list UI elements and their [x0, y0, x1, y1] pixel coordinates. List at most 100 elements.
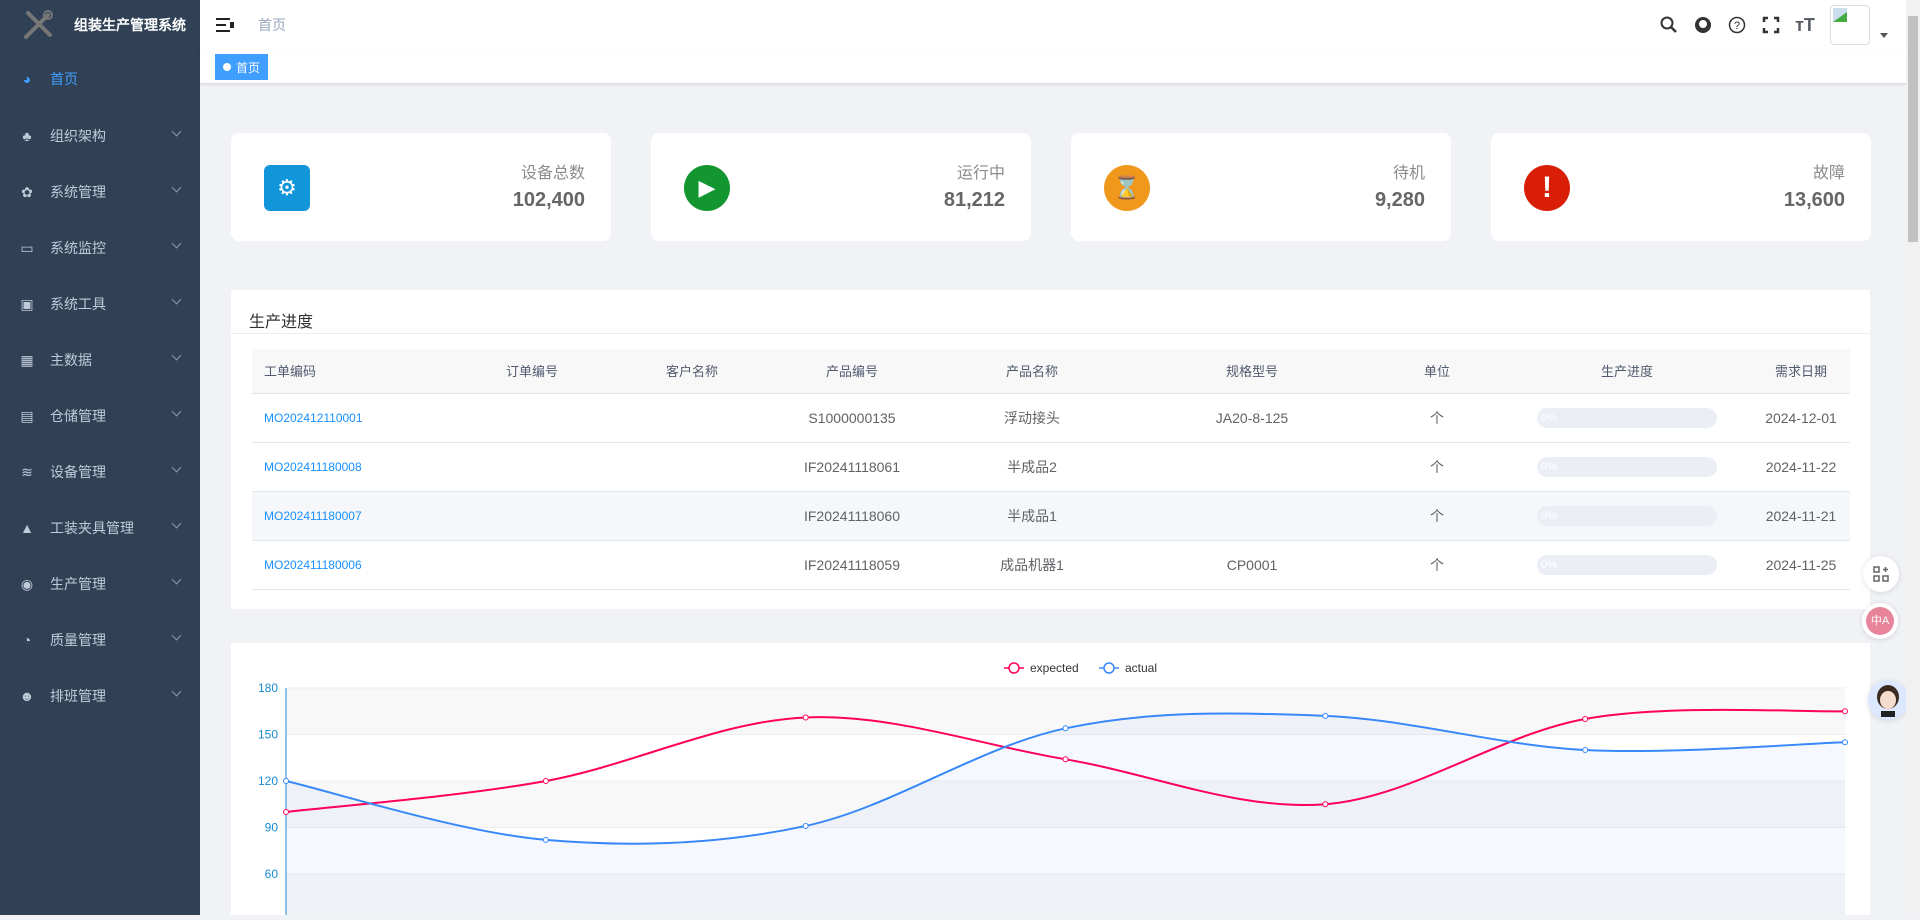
- cell-mo[interactable]: MO202411180008: [252, 442, 452, 492]
- tree-icon: ♣: [22, 128, 32, 144]
- table-row[interactable]: MO202411180008 IF20241118061 半成品2 个 0% 2024-1…: [252, 442, 1850, 492]
- cell-order: [452, 540, 612, 590]
- app-title: 组装生产管理系统: [74, 17, 186, 33]
- stat-label: 运行中: [956, 165, 1005, 182]
- table-row[interactable]: MO202411180007 IF20241118060 半成品1 个 0% 2024-1…: [252, 491, 1850, 541]
- panel-title: 生产进度: [231, 290, 1870, 334]
- sidebar-item-3[interactable]: ▭ 系统监控: [0, 220, 200, 276]
- data-point-actual: [802, 822, 809, 829]
- stat-value: 13,600: [1783, 189, 1845, 211]
- chevron-down-icon: [171, 686, 182, 697]
- caret-down-icon[interactable]: [1880, 32, 1888, 38]
- sidebar-item-7[interactable]: ≋ 设备管理: [0, 444, 200, 500]
- cell-product-code: S1000000135: [772, 393, 932, 443]
- cell-mo[interactable]: MO202411180006: [252, 540, 452, 590]
- search-icon[interactable]: [1652, 16, 1686, 34]
- cell-progress: 0%: [1502, 393, 1752, 443]
- cell-progress: 0%: [1502, 442, 1752, 492]
- sidebar-item-label: 系统监控: [50, 240, 106, 256]
- cell-product-name: 浮动接头: [932, 393, 1132, 443]
- cell-mo[interactable]: MO202411180007: [252, 491, 452, 541]
- tag-home[interactable]: 首页: [215, 54, 269, 80]
- cell-mo[interactable]: MO202412110001: [252, 393, 452, 443]
- column-header: 产品名称: [932, 349, 1132, 394]
- cell-unit: 个: [1372, 442, 1502, 492]
- chevron-down-icon: [171, 182, 182, 193]
- column-header: 单位: [1372, 349, 1502, 394]
- assistant-avatar[interactable]: [1868, 680, 1908, 720]
- y-tick-label: 90: [265, 821, 279, 835]
- exclamation-icon: !: [1524, 165, 1570, 211]
- legend-marker: [1103, 662, 1115, 674]
- toolbox-icon: ▣: [20, 295, 34, 312]
- cell-date: 2024-12-01: [1752, 393, 1850, 443]
- sidebar-item-4[interactable]: ▣ 系统工具: [0, 276, 200, 332]
- chevron-down-icon: [171, 350, 182, 361]
- cell-product-code: IF20241118061: [772, 442, 932, 492]
- sidebar-item-label: 组织架构: [50, 128, 106, 144]
- sidebar-item-9[interactable]: ◉ 生产管理: [0, 556, 200, 612]
- sidebar-item-label: 系统工具: [50, 296, 106, 312]
- sidebar-item-label: 首页: [50, 71, 78, 87]
- sidebar: 组装生产管理系统 ◕ 首页 ♣ 组织架构 ✿ 系统管理 ▭ 系统监控 ▣ 系统工具 ▦ 主数据 ▤ 仓储管…: [0, 0, 200, 915]
- breadcrumb[interactable]: 首页: [258, 17, 286, 33]
- legend-label: actual: [1125, 661, 1157, 675]
- apps-float-button[interactable]: [1863, 556, 1899, 592]
- play-icon: ▶: [684, 165, 730, 211]
- y-tick-label: 180: [258, 681, 278, 695]
- sidebar-item-label: 主数据: [50, 352, 92, 368]
- sidebar-item-0[interactable]: ◕ 首页: [0, 50, 200, 108]
- split-area: [286, 827, 1845, 874]
- y-tick-label: 150: [258, 728, 278, 742]
- user-avatar[interactable]: [1830, 5, 1870, 45]
- sidebar-item-1[interactable]: ♣ 组织架构: [0, 108, 200, 164]
- logo[interactable]: 组装生产管理系统: [0, 0, 200, 50]
- stat-label: 设备总数: [520, 165, 585, 182]
- lock-icon: ▲: [20, 520, 34, 536]
- gear-icon: ⚙: [264, 165, 310, 211]
- question-icon[interactable]: ?: [1720, 16, 1754, 34]
- stat-value: 9,280: [1374, 189, 1425, 211]
- progress-bar: 0%: [1537, 505, 1717, 526]
- table-row[interactable]: MO202412110001 S1000000135 浮动接头 JA20-8-125 个…: [252, 393, 1850, 443]
- data-point-actual: [1062, 725, 1069, 732]
- chevron-down-icon: [171, 126, 182, 137]
- sidebar-item-label: 质量管理: [50, 632, 106, 648]
- cell-order: [452, 442, 612, 492]
- cell-customer: [612, 442, 772, 492]
- table-row[interactable]: MO202411180006 IF20241118059 成品机器1 CP0001 个 0…: [252, 540, 1850, 590]
- tag-label: 首页: [236, 60, 261, 75]
- sidebar-item-10[interactable]: ◔ 质量管理: [0, 612, 200, 668]
- page-scrollbar[interactable]: [1906, 0, 1920, 915]
- cell-product-code: IF20241118059: [772, 540, 932, 590]
- cell-date: 2024-11-21: [1752, 491, 1850, 541]
- translate-float-button[interactable]: 中A: [1862, 603, 1898, 639]
- cell-product-name: 半成品2: [932, 442, 1132, 492]
- column-header: 产品编号: [772, 349, 932, 394]
- cell-spec: [1132, 442, 1372, 492]
- sidebar-item-11[interactable]: ☻ 排班管理: [0, 668, 200, 724]
- split-area: [286, 781, 1845, 828]
- github-icon[interactable]: [1686, 16, 1720, 34]
- column-header: 规格型号: [1132, 349, 1372, 394]
- people-icon: ☻: [19, 688, 35, 704]
- sidebar-item-2[interactable]: ✿ 系统管理: [0, 164, 200, 220]
- sidebar-item-8[interactable]: ▲ 工装夹具管理: [0, 500, 200, 556]
- chevron-down-icon: [171, 630, 182, 641]
- chevron-down-icon: [171, 574, 182, 585]
- hamburger-toggle[interactable]: [216, 18, 234, 32]
- progress-table: 工单编码 订单编号 客户名称 产品编号 产品名称 规格型号 单位 生产进度 需求日期 MO202…: [252, 349, 1850, 590]
- data-point-expected: [542, 778, 549, 784]
- dashboard-icon: ◕: [22, 71, 32, 87]
- chevron-down-icon: [171, 462, 182, 473]
- gear-icon: ✿: [21, 183, 33, 200]
- quality-icon: ◔: [22, 632, 32, 648]
- fullscreen-icon[interactable]: [1754, 16, 1788, 34]
- data-point-actual: [1842, 739, 1848, 746]
- sidebar-item-6[interactable]: ▤ 仓储管理: [0, 388, 200, 444]
- font-size-icon[interactable]: тT: [1795, 14, 1815, 35]
- data-point-actual: [542, 836, 549, 843]
- sidebar-item-5[interactable]: ▦ 主数据: [0, 332, 200, 388]
- table-icon: ▦: [20, 351, 34, 368]
- data-point-expected: [1842, 708, 1848, 715]
